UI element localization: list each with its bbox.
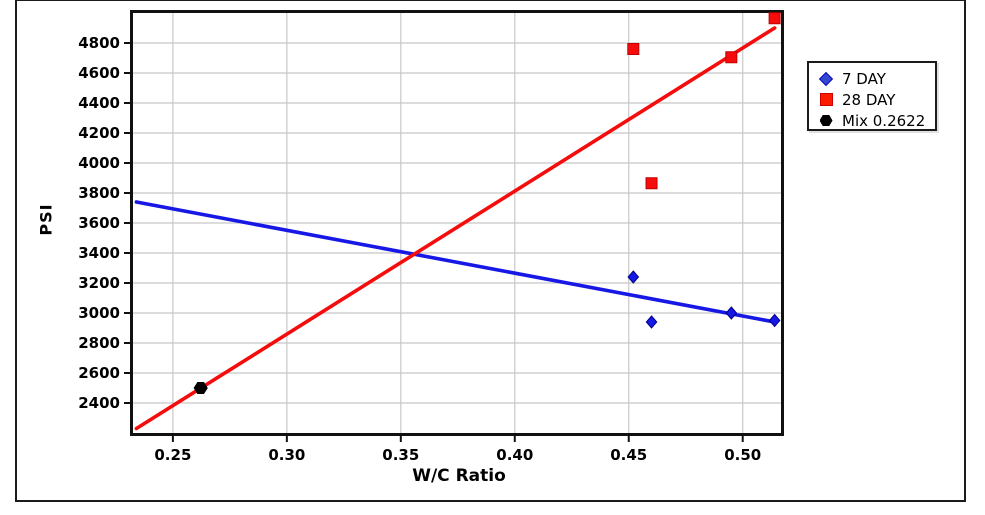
legend-label: 28 DAY bbox=[842, 90, 896, 109]
marker-28-day bbox=[627, 43, 640, 55]
marker-7-day bbox=[725, 306, 738, 320]
y-tick-label: 3800 bbox=[78, 184, 120, 202]
x-tick-label: 0.45 bbox=[610, 446, 647, 464]
legend-item-mix: Mix 0.2622 bbox=[818, 110, 935, 131]
x-tick-label: 0.40 bbox=[496, 446, 533, 464]
y-tick-label: 4000 bbox=[78, 154, 120, 172]
legend-label: 7 DAY bbox=[842, 69, 886, 88]
trendline-28-day bbox=[134, 26, 777, 431]
y-tick-label: 4600 bbox=[78, 64, 120, 82]
x-axis-title: W/C Ratio bbox=[412, 466, 506, 486]
red-square-icon bbox=[818, 93, 834, 107]
x-tick-label: 0.50 bbox=[724, 446, 761, 464]
y-tick-label: 4800 bbox=[78, 34, 120, 52]
y-axis-title: PSI bbox=[36, 203, 56, 236]
y-tick-label: 3600 bbox=[78, 214, 120, 232]
y-tick-label: 4400 bbox=[78, 94, 120, 112]
legend-label: Mix 0.2622 bbox=[842, 111, 926, 130]
plot-frame bbox=[130, 10, 784, 436]
marker-mix-0-2622 bbox=[193, 382, 208, 394]
y-tick-label: 3000 bbox=[78, 304, 120, 322]
legend: 7 DAY 28 DAY Mix 0.2622 bbox=[807, 61, 937, 131]
legend-item-7-day: 7 DAY bbox=[818, 68, 935, 89]
y-tick-label: 2800 bbox=[78, 334, 120, 352]
legend-item-28-day: 28 DAY bbox=[818, 89, 935, 110]
marker-28-day bbox=[768, 12, 781, 25]
x-tick-label: 0.25 bbox=[154, 446, 191, 464]
y-tick-label: 2600 bbox=[78, 364, 120, 382]
x-tick-label: 0.35 bbox=[382, 446, 419, 464]
marker-7-day bbox=[627, 270, 640, 284]
y-tick-label: 4200 bbox=[78, 124, 120, 142]
blue-diamond-icon bbox=[818, 71, 834, 86]
marker-28-day bbox=[725, 51, 738, 64]
x-tick-label: 0.30 bbox=[268, 446, 305, 464]
y-tick-label: 3200 bbox=[78, 274, 120, 292]
marker-7-day bbox=[768, 313, 781, 328]
black-hexagon-icon bbox=[818, 114, 834, 128]
marker-28-day bbox=[645, 177, 658, 190]
y-tick-label: 2400 bbox=[78, 394, 120, 412]
y-tick-label: 3400 bbox=[78, 244, 120, 262]
trendline-7-day bbox=[134, 200, 777, 324]
marker-7-day bbox=[645, 315, 658, 329]
